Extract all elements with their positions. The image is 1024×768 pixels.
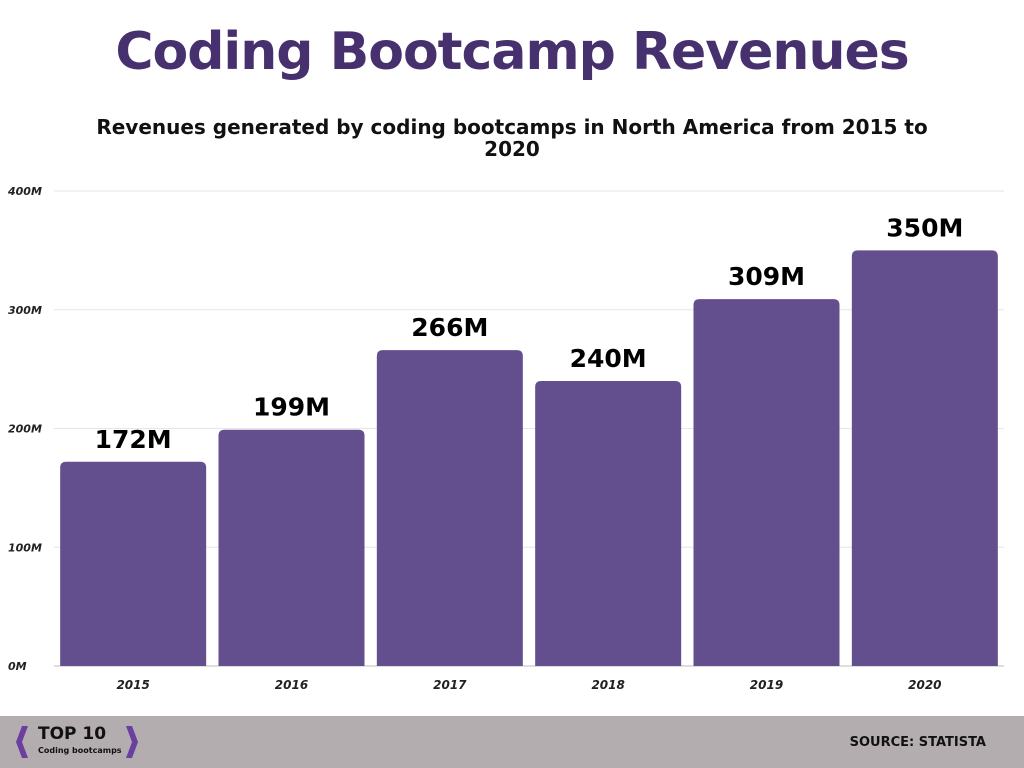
bar[interactable] <box>376 350 523 666</box>
logo-text: TOP 10 <box>38 724 107 744</box>
y-tick-label: 200M <box>8 423 42 436</box>
data-label: 199M <box>253 393 330 422</box>
top10-logo[interactable]: TOP 10 Coding bootcamps <box>14 722 144 762</box>
data-label: 350M <box>886 213 963 242</box>
chart-title: Coding Bootcamp Revenues <box>115 22 909 82</box>
data-label: 266M <box>411 313 488 342</box>
y-tick-label: 300M <box>8 304 42 317</box>
data-label: 309M <box>728 262 805 291</box>
x-tick-label: 2015 <box>116 678 149 692</box>
x-tick-label: 2019 <box>750 678 783 692</box>
footer-bar: TOP 10 Coding bootcamps SOURCE: STATISTA <box>0 716 1024 768</box>
data-label: 240M <box>570 344 647 373</box>
bar[interactable] <box>60 461 207 666</box>
x-tick-label: 2020 <box>908 678 941 692</box>
y-tick-label: 400M <box>7 185 42 198</box>
y-tick-label: 0M <box>8 660 27 673</box>
logo-brackets-icon <box>16 726 138 758</box>
chart-subtitle: Revenues generated by coding bootcamps i… <box>96 115 928 161</box>
y-tick-label: 100M <box>8 541 42 554</box>
bar[interactable] <box>535 381 682 666</box>
x-tick-label: 2016 <box>275 678 308 692</box>
data-label: 172M <box>95 425 172 454</box>
bar[interactable] <box>851 250 998 666</box>
bar-chart: 0M 100M 200M 300M 400M 172M 2015 199M 2016 266M 20… <box>7 185 1004 692</box>
bar[interactable] <box>218 429 365 666</box>
logo-subtext: Coding bootcamps <box>38 746 122 755</box>
source-label: SOURCE: STATISTA <box>849 735 986 750</box>
x-tick-label: 2017 <box>433 678 467 692</box>
bar[interactable] <box>693 299 840 666</box>
x-tick-label: 2018 <box>591 678 624 692</box>
